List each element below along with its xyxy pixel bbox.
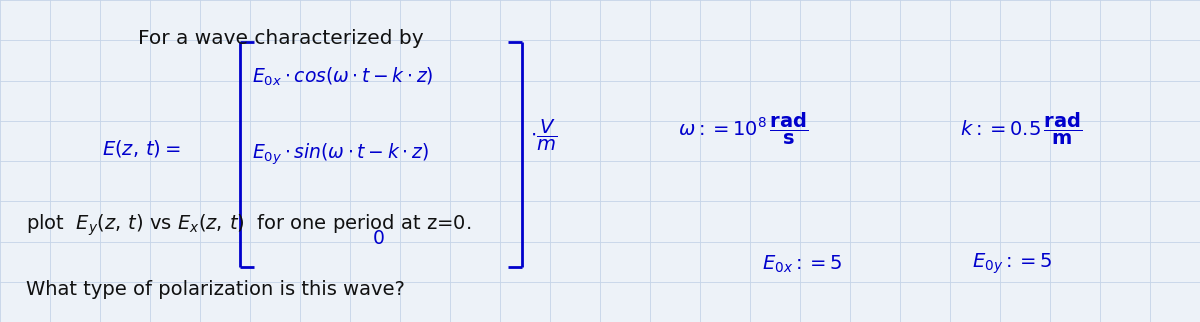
Text: What type of polarization is this wave?: What type of polarization is this wave? [26,280,406,299]
Text: For a wave characterized by: For a wave characterized by [138,29,424,48]
Text: $\mathit{E_{0x}}:=5$: $\mathit{E_{0x}}:=5$ [762,253,842,275]
Text: $\mathit{E_{0x}}\cdot\mathit{cos}(\omega\cdot t-k\cdot z)$: $\mathit{E_{0x}}\cdot\mathit{cos}(\omega… [252,66,433,89]
Text: $\mathit{E_{0y}}:=5$: $\mathit{E_{0y}}:=5$ [972,252,1052,276]
Text: $\mathit{\omega}:=10^8\,\dfrac{\mathbf{rad}}{\mathbf{s}}$: $\mathit{\omega}:=10^8\,\dfrac{\mathbf{r… [678,111,809,147]
Text: plot  $\mathit{E_y}(z,\,t)$ vs $\mathit{E_x}(z,\,t)$  for one period at z=0.: plot $\mathit{E_y}(z,\,t)$ vs $\mathit{E… [26,213,472,238]
Text: $\cdot\dfrac{V}{m}$: $\cdot\dfrac{V}{m}$ [530,118,558,153]
Text: $\mathit{E_{0y}}\cdot\mathit{sin}(\omega\cdot t-k\cdot z)$: $\mathit{E_{0y}}\cdot\mathit{sin}(\omega… [252,142,428,167]
Text: $\mathit{k}:=0.5\,\dfrac{\mathbf{rad}}{\mathbf{m}}$: $\mathit{k}:=0.5\,\dfrac{\mathbf{rad}}{\… [960,111,1082,147]
Text: $\mathit{E}(z,\,t)=$: $\mathit{E}(z,\,t)=$ [102,137,181,159]
Text: $0$: $0$ [372,229,384,248]
